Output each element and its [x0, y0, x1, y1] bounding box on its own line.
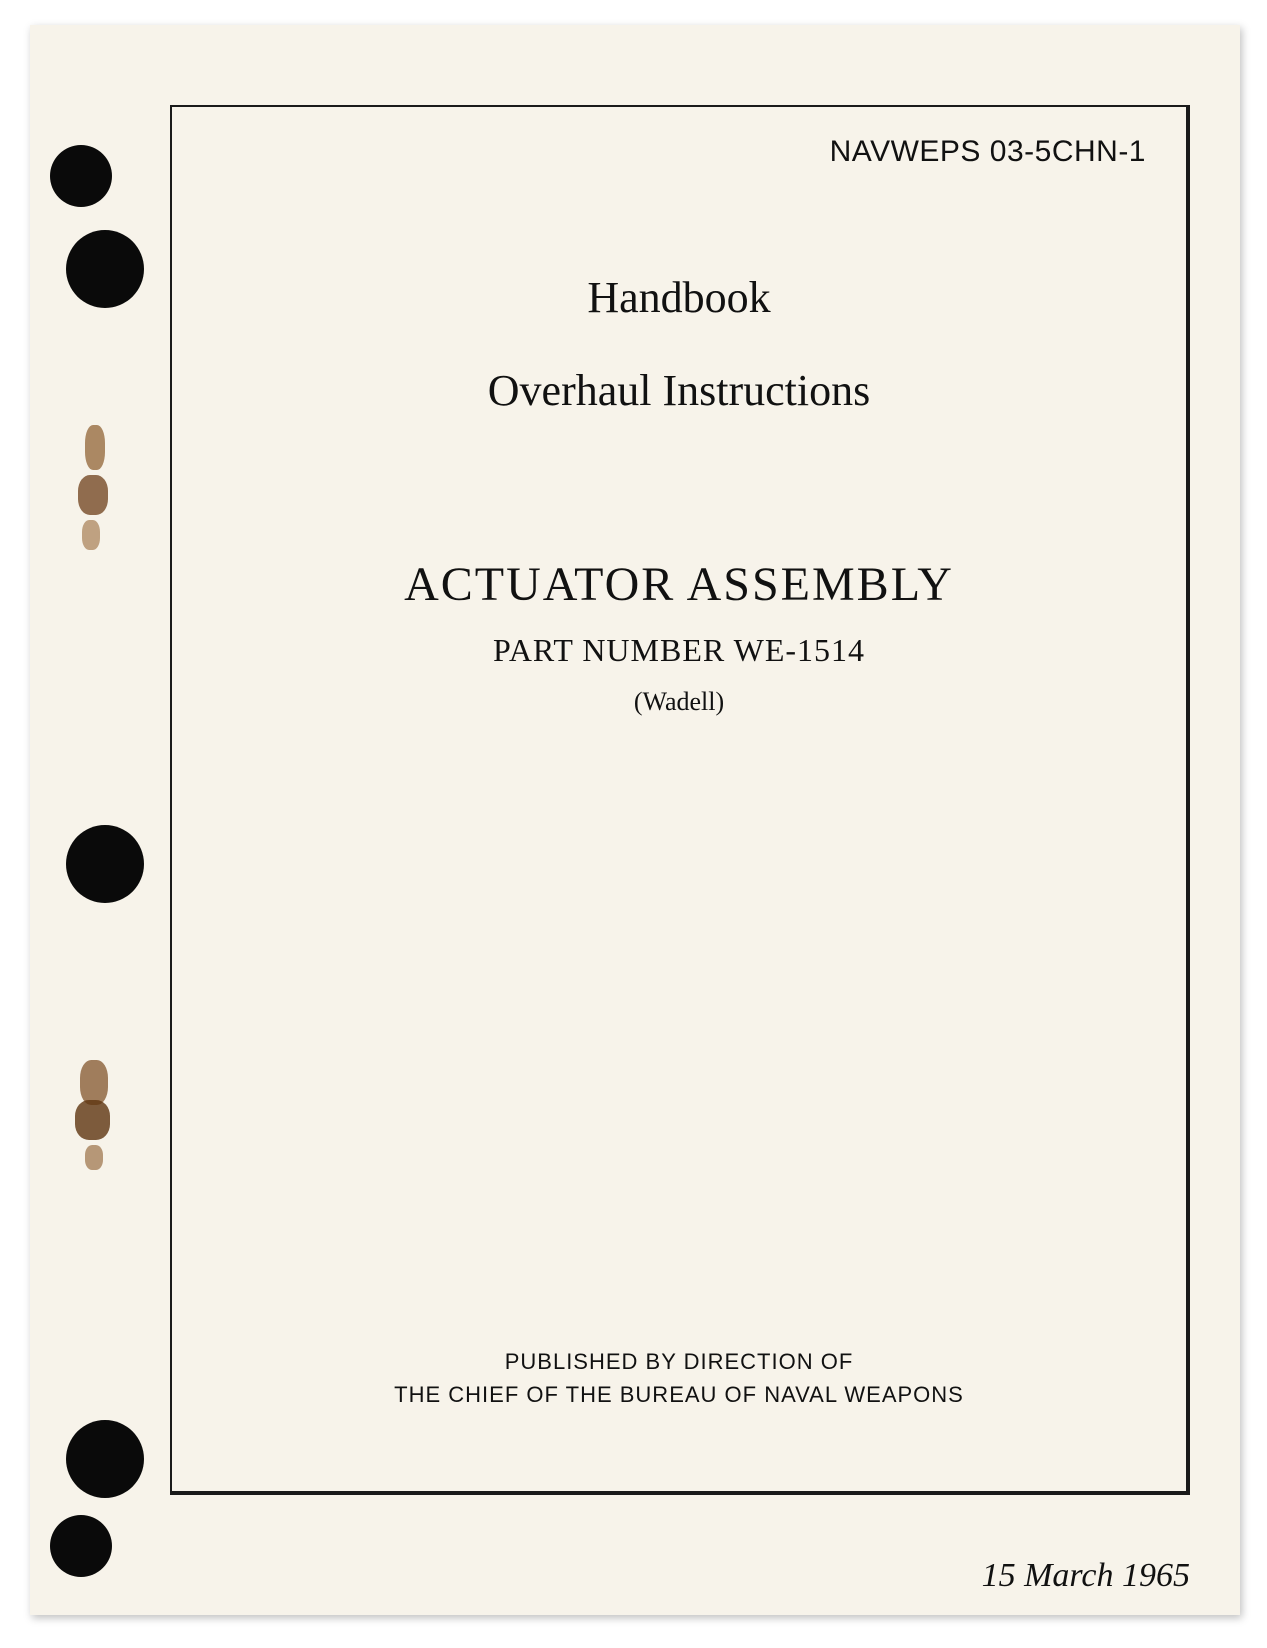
publisher-line-2: THE CHIEF OF THE BUREAU OF NAVAL WEAPONS: [172, 1378, 1186, 1411]
punch-hole: [50, 1515, 112, 1577]
subject-title: ACTUATOR ASSEMBLY: [172, 557, 1186, 612]
publisher-line-1: PUBLISHED BY DIRECTION OF: [172, 1345, 1186, 1378]
punch-hole: [66, 825, 144, 903]
manufacturer: (Wadell): [172, 687, 1186, 717]
scan-area: NAVWEPS 03-5CHN-1 Handbook Overhaul Inst…: [0, 0, 1267, 1648]
subject-block: ACTUATOR ASSEMBLY PART NUMBER WE-1514 (W…: [172, 557, 1186, 717]
punch-hole: [66, 1420, 144, 1498]
part-number: PART NUMBER WE-1514: [172, 632, 1186, 669]
punch-hole: [66, 230, 144, 308]
publication-date: 15 March 1965: [982, 1557, 1190, 1595]
title-line-1: Handbook: [172, 272, 1186, 323]
document-number: NAVWEPS 03-5CHN-1: [830, 135, 1146, 169]
title-block: Handbook Overhaul Instructions: [172, 272, 1186, 416]
rust-stain: [78, 475, 108, 515]
rust-stain: [75, 1100, 110, 1140]
document-page: NAVWEPS 03-5CHN-1 Handbook Overhaul Inst…: [30, 25, 1240, 1615]
publisher-block: PUBLISHED BY DIRECTION OF THE CHIEF OF T…: [172, 1345, 1186, 1411]
rust-stain: [85, 1145, 103, 1170]
title-frame: NAVWEPS 03-5CHN-1 Handbook Overhaul Inst…: [170, 105, 1190, 1495]
rust-stain: [82, 520, 100, 550]
punch-hole: [50, 145, 112, 207]
rust-stain: [80, 1060, 108, 1105]
rust-stain: [85, 425, 105, 470]
title-line-2: Overhaul Instructions: [172, 365, 1186, 416]
